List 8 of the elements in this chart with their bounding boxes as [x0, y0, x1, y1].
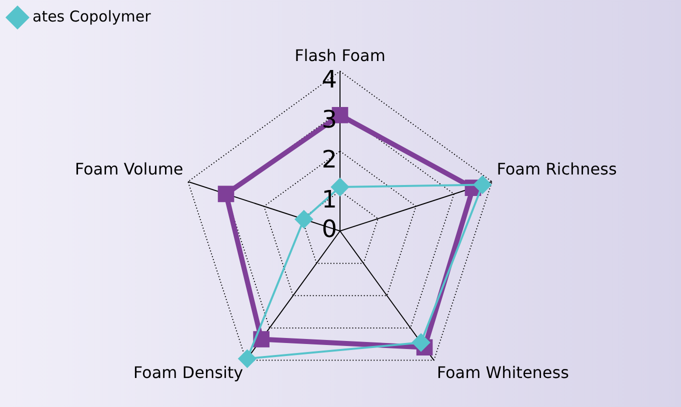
- spoke-label: Foam Density: [133, 363, 244, 382]
- spoke-label: Foam Whiteness: [436, 363, 569, 382]
- y-tick-label: 4: [322, 65, 337, 94]
- spoke-label: Flash Foam: [294, 46, 386, 65]
- spoke-label: Foam Richness: [496, 160, 617, 179]
- spoke-label: Foam Volume: [74, 160, 184, 179]
- y-tick-label: 2: [322, 145, 337, 174]
- legend-label: ates Copolymer: [32, 7, 152, 26]
